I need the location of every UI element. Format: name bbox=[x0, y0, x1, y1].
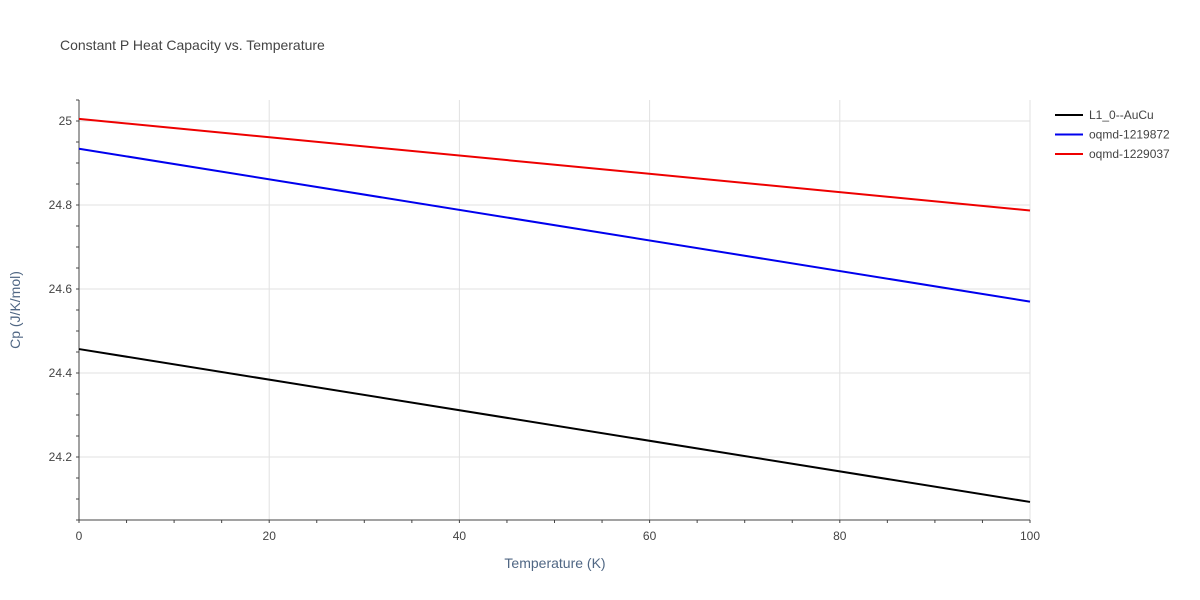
legend-item-0[interactable]: L1_0--AuCu bbox=[1055, 108, 1154, 122]
legend-item-1[interactable]: oqmd-1219872 bbox=[1055, 128, 1170, 142]
grid bbox=[79, 100, 1031, 520]
y-tick-label: 24.2 bbox=[49, 450, 73, 464]
series-layer bbox=[78, 117, 1031, 503]
legend[interactable]: L1_0--AuCu oqmd-1219872 oqmd-1229037 bbox=[1055, 108, 1170, 161]
x-axis-title: Temperature (K) bbox=[504, 555, 605, 571]
legend-label: oqmd-1229037 bbox=[1089, 147, 1170, 161]
x-tick-label: 80 bbox=[833, 529, 847, 543]
x-tick-label: 100 bbox=[1020, 529, 1040, 543]
y-tick-label: 24.6 bbox=[49, 282, 73, 296]
legend-label: L1_0--AuCu bbox=[1089, 108, 1154, 122]
x-tick-label: 40 bbox=[453, 529, 467, 543]
x-tick-label: 60 bbox=[643, 529, 657, 543]
y-tick-label: 25 bbox=[59, 114, 73, 128]
y-axis-title: Cp (J/K/mol) bbox=[7, 271, 23, 349]
x-tick-label: 20 bbox=[263, 529, 277, 543]
chart-title: Constant P Heat Capacity vs. Temperature bbox=[60, 37, 325, 53]
x-tick-label: 0 bbox=[76, 529, 83, 543]
y-tick-label: 24.8 bbox=[49, 198, 73, 212]
axes: 0 20 40 60 80 100 24.2 24.4 24.6 24.8 25 bbox=[49, 99, 1040, 543]
legend-label: oqmd-1219872 bbox=[1089, 128, 1170, 142]
legend-item-2[interactable]: oqmd-1229037 bbox=[1055, 147, 1170, 161]
series-line-2 bbox=[78, 117, 1031, 212]
series-line-1 bbox=[78, 147, 1031, 303]
series-line-0 bbox=[78, 348, 1031, 503]
y-tick-label: 24.4 bbox=[49, 366, 73, 380]
